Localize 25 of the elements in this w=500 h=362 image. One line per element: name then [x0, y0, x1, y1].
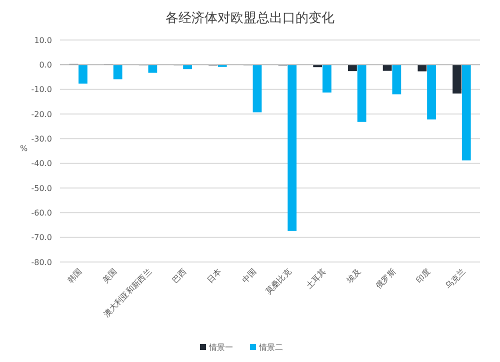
x-tick-label: 俄罗斯 — [374, 267, 398, 290]
y-axis-title: % — [20, 144, 28, 153]
y-tick-label: 0.0 — [39, 60, 52, 70]
x-tick-label: 埃及 — [344, 267, 363, 286]
x-tick-label: 日本 — [205, 267, 224, 285]
x-tick-label: 乌克兰 — [444, 267, 468, 290]
x-tick-label: 美国 — [100, 267, 119, 285]
y-tick-label: -40.0 — [31, 159, 52, 168]
legend-label: 情景二 — [258, 343, 283, 352]
x-tick-label: 印度 — [414, 267, 432, 285]
x-tick-label: 土耳其 — [304, 267, 328, 290]
y-tick-label: -30.0 — [31, 134, 52, 144]
legend-label: 情景一 — [208, 343, 233, 352]
y-tick-label: -10.0 — [31, 85, 52, 94]
y-tick-label: -50.0 — [31, 184, 52, 193]
y-tick-label: -60.0 — [31, 208, 52, 218]
chart-title: 各经济体对欧盟总出口的变化 — [166, 11, 334, 26]
y-tick-label: -70.0 — [31, 233, 52, 242]
x-tick-label: 莫桑比克 — [264, 267, 293, 296]
y-tick-label: -80.0 — [31, 258, 52, 267]
x-tick-label: 韩国 — [66, 267, 84, 285]
y-tick-label: 10.0 — [34, 36, 52, 45]
y-tick-label: -20.0 — [31, 110, 52, 119]
x-tick-label: 中国 — [240, 267, 258, 285]
x-tick-label: 巴西 — [170, 267, 188, 285]
